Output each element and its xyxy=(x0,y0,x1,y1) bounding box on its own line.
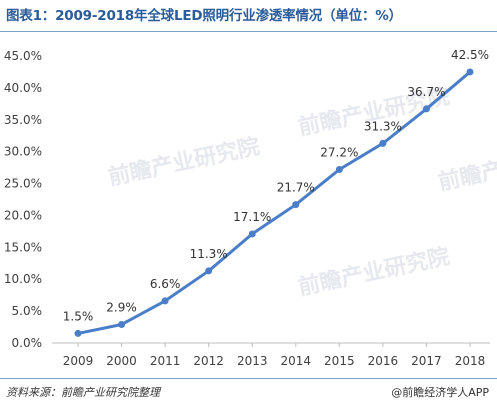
data-label: 17.1% xyxy=(233,210,271,224)
data-label: 27.2% xyxy=(320,146,358,160)
y-tick-label: 25.0% xyxy=(4,177,42,191)
source-note: 资料来源：前瞻产业研究院整理 xyxy=(6,386,160,399)
chart-title: 图表1：2009-2018年全球LED照明行业渗透率情况（单位：%） xyxy=(6,8,402,24)
x-tick-label: 2018 xyxy=(455,354,486,368)
data-label: 31.3% xyxy=(364,119,402,133)
y-tick-label: 10.0% xyxy=(4,272,42,286)
data-label: 42.5% xyxy=(451,48,489,62)
data-point xyxy=(118,321,126,329)
data-point xyxy=(292,201,300,209)
y-tick-label: 35.0% xyxy=(4,113,42,127)
data-point xyxy=(422,105,430,113)
x-tick-label: 2017 xyxy=(411,354,442,368)
data-point xyxy=(335,166,343,174)
y-tick-label: 40.0% xyxy=(4,81,42,95)
data-labels: 1.5% 2.9% 6.6% 11.3% 17.1% 21.7% 27.2% 31.3% 36.… xyxy=(63,48,489,323)
y-tick-label: 0.0% xyxy=(12,336,43,350)
data-label: 21.7% xyxy=(277,181,315,195)
data-point xyxy=(205,267,213,275)
series-line xyxy=(76,70,472,335)
watermark-text: 前瞻产业研究院 xyxy=(106,133,262,190)
x-tick-label: 2013 xyxy=(237,354,268,368)
data-point xyxy=(161,297,169,305)
title-divider xyxy=(0,31,497,32)
data-point xyxy=(379,139,387,147)
y-tick-label: 30.0% xyxy=(4,145,42,159)
footer-divider xyxy=(0,378,497,379)
data-point xyxy=(466,68,474,76)
x-tick-label: 2014 xyxy=(281,354,312,368)
data-label: 2.9% xyxy=(106,301,137,315)
data-label: 11.3% xyxy=(190,247,228,261)
series-layer xyxy=(74,68,474,337)
y-tick-label: 15.0% xyxy=(4,240,42,254)
x-tick-label: 2009 xyxy=(63,354,94,368)
credit-note: @前瞻经济学人APP xyxy=(391,386,489,399)
data-label: 1.5% xyxy=(63,309,94,323)
y-axis-ticks: 0.0% 5.0% 10.0% 15.0% 20.0% 25.0% 30.0% 35.0% 40… xyxy=(4,49,42,350)
data-point xyxy=(248,230,256,238)
x-tick-label: 2016 xyxy=(368,354,399,368)
y-tick-label: 5.0% xyxy=(12,304,43,318)
y-tick-label: 45.0% xyxy=(4,49,42,63)
watermark-text: 前瞻产业研究院 xyxy=(296,243,452,300)
x-tick-label: 2012 xyxy=(193,354,224,368)
y-tick-label: 20.0% xyxy=(4,208,42,222)
data-label: 6.6% xyxy=(150,277,181,291)
x-tick-label: 2015 xyxy=(324,354,355,368)
x-tick-label: 2000 xyxy=(106,354,137,368)
watermark-text: 前瞻产业研究院 xyxy=(436,138,497,195)
data-label: 36.7% xyxy=(407,85,445,99)
x-axis-ticks: 2009 2000 2011 2012 2013 2014 2015 2016 2017 2018 xyxy=(63,343,486,368)
x-tick-label: 2011 xyxy=(150,354,181,368)
data-point xyxy=(74,329,82,337)
